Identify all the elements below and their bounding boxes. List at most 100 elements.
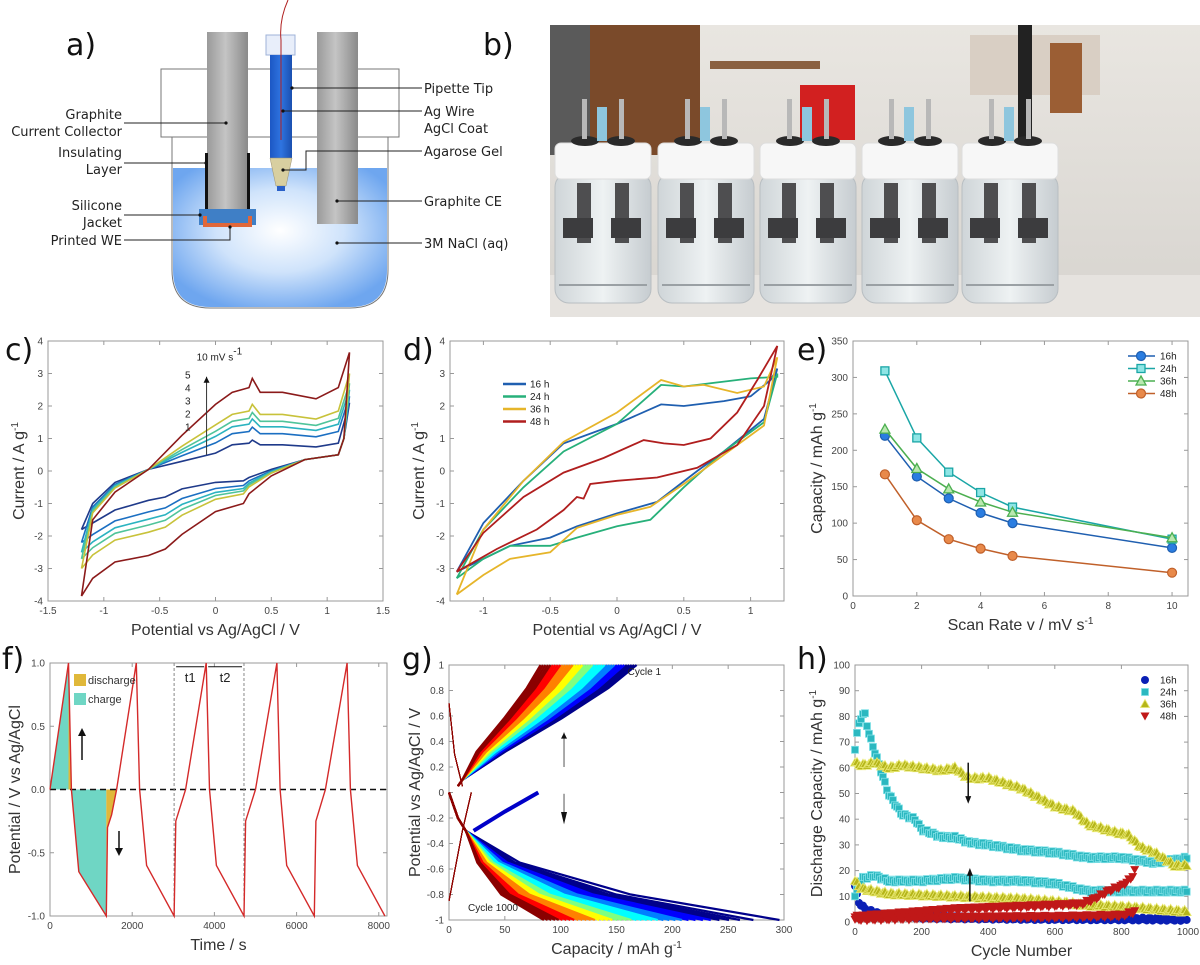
data-point-36h [1033,791,1045,801]
data-point-24h [1128,856,1137,865]
rest-curve [448,703,463,787]
data-point-36h [989,774,1001,784]
discharge-curve [447,792,664,922]
charge-curve [457,664,603,787]
y-tick-label: -1 [34,499,43,510]
data-point-36h [907,759,919,770]
data-point-16h [996,915,1005,924]
data-point-36h [1055,802,1066,812]
data-point-48h [984,912,994,921]
series-line-16h [884,435,1173,549]
data-point-24h [1058,851,1067,860]
data-point-48h [1062,911,1072,920]
data-point-16h [1154,915,1163,924]
data-point-24h [1136,363,1146,374]
data-point-48h [943,534,954,545]
data-point-48h [926,908,936,917]
data-point-24h [1182,887,1191,896]
data-point-24h [919,878,927,887]
x-tick-label: -0.5 [151,606,169,617]
data-point-24h [1006,875,1015,884]
data-point-24h [1110,852,1119,861]
data-point-48h [1026,912,1036,921]
data-point-16h [874,909,883,918]
data-point-48h [926,915,936,924]
data-point-16h [882,912,891,921]
data-point-16h [1072,916,1081,925]
data-point-36h [1125,902,1136,912]
data-point-16h [938,914,947,923]
rest-curve [448,792,472,901]
data-point-36h [1055,896,1066,907]
data-point-24h [1176,856,1185,865]
data-point-16h [1140,915,1149,924]
data-point-36h [979,893,991,903]
data-point-48h [956,904,966,913]
charge-curve [457,664,571,787]
y-tick-label: 0.0 [31,785,45,796]
data-point-48h [938,915,948,924]
data-point-24h [1070,884,1079,893]
data-point-24h [867,734,875,743]
charge-curve [457,664,586,787]
y-tick-label: 1.0 [31,659,45,670]
data-point-36h [869,758,881,768]
data-point-36h [933,890,945,900]
y-tick-label: 2 [439,402,445,413]
data-point-36h [919,762,931,772]
rest-curve [448,792,472,901]
data-point-16h [998,912,1007,921]
data-point-48h [1038,914,1048,923]
data-point-24h [1074,884,1083,893]
data-point-48h [850,915,860,924]
legend-label: 24 h [530,392,549,403]
discharge-curve [447,792,596,922]
cell-schematic: Graphite Current Collector Insulating La… [11,0,509,309]
discharge-curve [447,792,632,922]
x-tick-label: -1 [479,606,488,617]
charge-curve [457,664,623,787]
data-point-36h [1015,784,1027,794]
data-point-36h [887,888,899,898]
data-point-24h [912,433,922,443]
charge-curve [457,664,549,787]
x-tick-label: 0.5 [264,606,278,617]
data-point-16h [942,912,951,921]
data-point-24h [1066,883,1075,892]
discharge-curve [447,792,720,922]
x-tick-label: 200 [664,925,681,936]
data-point-36h [1093,822,1104,832]
charge-curve [457,664,579,787]
label-strip [714,218,744,238]
charge-curve [457,664,608,787]
data-point-36h [997,775,1009,786]
data-point-48h [906,914,916,923]
data-point-48h [928,913,938,922]
data-point-36h [851,756,863,766]
label-graphite: Graphite [65,108,122,123]
discharge-curve [447,792,627,922]
data-point-48h [1042,913,1052,922]
data-point-48h [1076,911,1086,920]
data-point-36h [1077,815,1088,825]
data-point-24h [941,876,949,884]
data-point-16h [1152,913,1161,922]
data-point-36h [1041,895,1052,905]
data-point-36h [1057,804,1068,814]
data-point-24h [1028,846,1037,855]
cap [710,136,738,146]
data-point-48h [946,907,956,916]
x-tick-label: 0 [850,601,856,612]
data-point-24h [857,715,865,724]
data-point-24h [1042,878,1051,887]
data-point-36h [883,763,895,773]
data-point-16h [1014,914,1023,923]
data-point-48h [934,914,944,923]
data-point-48h [1122,878,1132,887]
data-point-24h [899,811,907,820]
x-tick-label: 4000 [203,921,226,932]
data-point-48h [854,916,864,925]
discharge-curve [447,792,579,922]
data-point-36h [1006,505,1019,517]
y-tick-label: 40 [839,815,851,826]
